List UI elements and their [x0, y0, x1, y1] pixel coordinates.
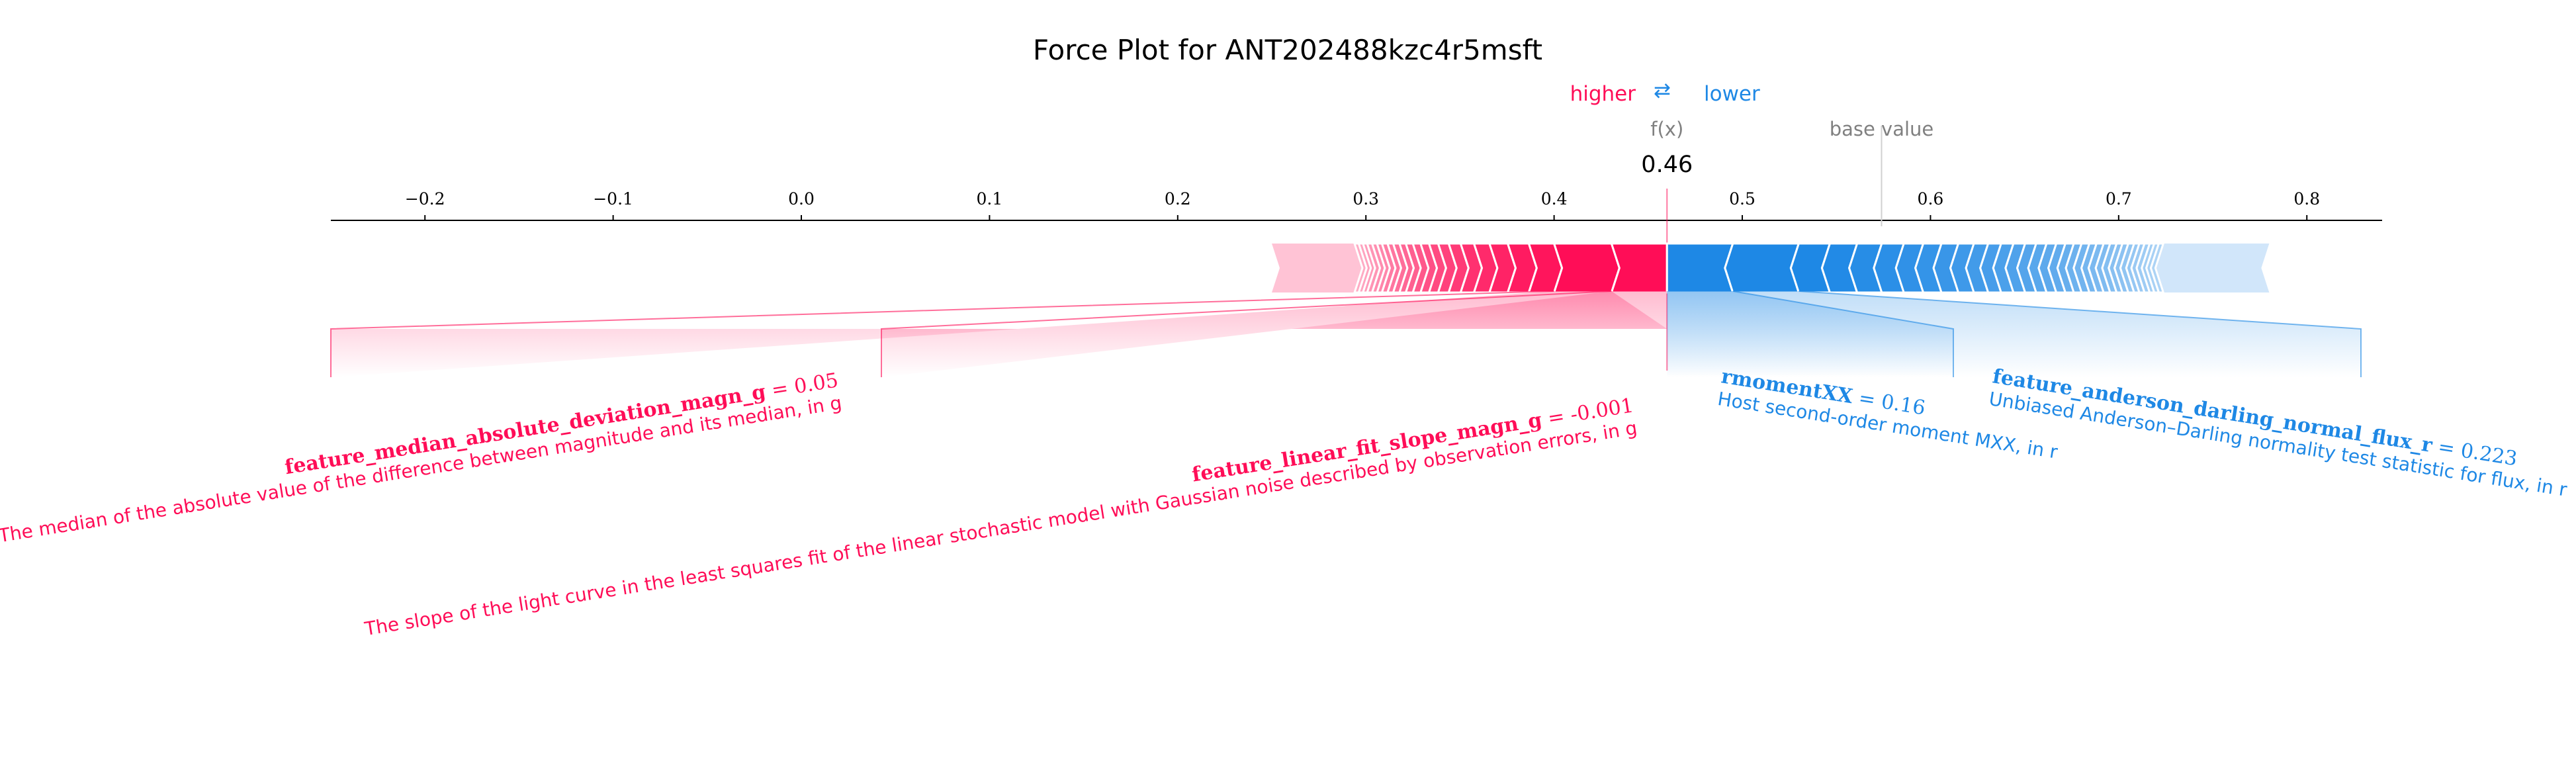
negative-feature-bar [1666, 242, 1734, 294]
negative-feature-label: feature_anderson_darling_normal_flux_r =… [1988, 365, 2569, 500]
x-axis: −0.2 −0.1 0.0 0.1 0.2 0.3 0.4 0.5 0.6 0.7 0.8 [331, 189, 2382, 221]
negative-connector-fill [1667, 291, 2361, 377]
chart-title: Force Plot for ANT202488kzc4r5msft [1033, 34, 1542, 66]
x-tick-label: 0.5 [1729, 189, 1755, 208]
positive-connector-line [330, 291, 1554, 377]
x-tick-label: 0.8 [2293, 189, 2320, 208]
positive-feature-bar [1552, 242, 1621, 294]
x-tick-label: 0.2 [1165, 189, 1191, 208]
x-tick-label: 0.6 [1918, 189, 1944, 208]
positive-connector-line [881, 291, 1612, 377]
output-value: 0.46 [1641, 152, 1693, 178]
output-label: f(x) [1650, 118, 1683, 140]
legend-lower: lower [1704, 82, 1760, 106]
feature-description: The median of the absolute value of the … [0, 392, 843, 547]
force-bars [1272, 242, 2270, 294]
x-tick-label: 0.4 [1541, 189, 1568, 208]
x-tick-label: 0.3 [1353, 189, 1379, 208]
x-tick-label: 0.7 [2106, 189, 2132, 208]
positive-fade-bar [1272, 244, 1363, 292]
feature-equals: = [1540, 404, 1572, 431]
legend-higher: higher [1570, 82, 1636, 106]
negative-segment [2149, 242, 2165, 294]
x-tick-label: 0.0 [788, 189, 815, 208]
negative-fade-bar [2155, 244, 2270, 292]
negative-feature-bar [1724, 242, 1800, 294]
positive-connector-fill [331, 291, 1667, 377]
feature-labels: feature_median_absolute_deviation_magn_g… [0, 365, 2569, 640]
feature-connectors [330, 291, 2362, 377]
x-tick-label: −0.1 [593, 189, 633, 208]
feature-equals: = [2430, 434, 2463, 461]
positive-connector-fill [881, 291, 1667, 377]
negative-connector-line [1799, 291, 2362, 377]
legend-arrows-icon: ⇄ [1654, 79, 1671, 103]
feature-equals: = [764, 376, 796, 403]
positive-feature-bar [1610, 242, 1668, 294]
x-tick-label: 0.1 [977, 189, 1003, 208]
x-tick-label: −0.2 [405, 189, 445, 208]
feature-equals: = [1851, 386, 1883, 413]
legend: higher ⇄ lower [1570, 79, 1760, 106]
positive-feature-label: feature_median_absolute_deviation_magn_g… [0, 369, 843, 547]
